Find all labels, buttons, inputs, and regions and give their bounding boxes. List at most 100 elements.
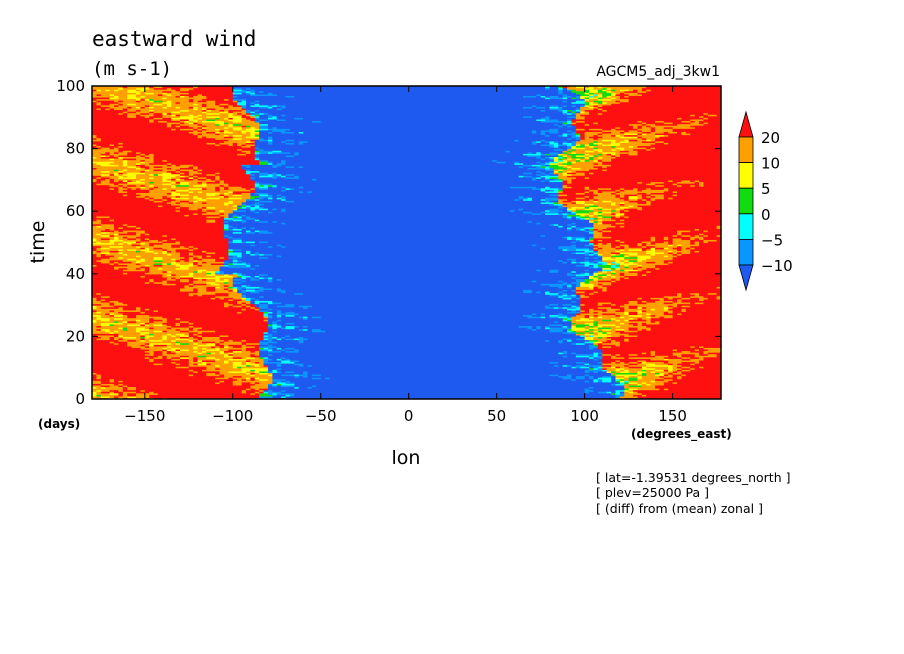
heatmap-cell — [144, 323, 150, 327]
heatmap-cell — [597, 347, 705, 350]
heatmap-cell — [545, 189, 551, 192]
heatmap-cell — [668, 134, 721, 137]
heatmap-cell — [272, 353, 577, 356]
heatmap-cell — [589, 380, 595, 383]
heatmap-cell — [149, 118, 155, 122]
heatmap-cell — [113, 187, 119, 190]
heatmap-cell — [597, 140, 612, 143]
heatmap-cell — [281, 173, 287, 176]
heatmap-cell — [672, 348, 678, 352]
heatmap-cell — [122, 389, 141, 392]
heatmap-cell — [188, 361, 203, 364]
heatmap-cell — [144, 98, 150, 101]
heatmap-cell — [175, 259, 181, 262]
heatmap-cell — [628, 380, 652, 383]
heatmap-cell — [593, 142, 603, 145]
heatmap-cell — [171, 118, 181, 122]
heatmap-cell — [219, 187, 225, 190]
heatmap-cell — [149, 162, 168, 165]
heatmap-cell — [259, 161, 269, 164]
heatmap-cell — [206, 142, 216, 145]
heatmap-cell — [575, 375, 586, 378]
heatmap-cell — [135, 392, 159, 395]
heatmap-cell — [272, 172, 278, 175]
heatmap-cell — [703, 123, 721, 126]
heatmap-cell — [250, 189, 256, 192]
heatmap-cell — [602, 356, 612, 359]
heatmap-cell — [571, 244, 577, 247]
heatmap-cell — [254, 231, 260, 234]
heatmap-cell — [624, 261, 630, 264]
heatmap-cell — [545, 234, 595, 237]
heatmap-cell — [100, 325, 172, 328]
heatmap-cell — [241, 261, 247, 264]
heatmap-cell — [118, 320, 124, 323]
heatmap-cell — [175, 175, 181, 178]
heatmap-cell — [92, 361, 172, 364]
heatmap-cell — [179, 168, 194, 172]
heatmap-cell — [641, 240, 652, 244]
heatmap-cell — [245, 209, 251, 212]
heatmap-cell — [127, 272, 146, 275]
heatmap-cell — [92, 136, 97, 139]
heatmap-cell — [597, 137, 643, 140]
heatmap-cell — [276, 255, 282, 258]
heatmap-cell — [571, 305, 577, 308]
heatmap-cell — [179, 341, 203, 344]
heatmap-cell — [201, 111, 207, 114]
heatmap-cell — [597, 380, 603, 383]
heatmap-cell — [109, 256, 119, 259]
heatmap-cell — [668, 305, 674, 308]
heatmap-cell — [232, 215, 238, 219]
heatmap-cell — [681, 117, 704, 120]
heatmap-cell — [197, 136, 203, 139]
heatmap-cell — [584, 143, 590, 147]
heatmap-cell — [285, 161, 498, 164]
heatmap-cell — [602, 350, 652, 353]
heatmap-cell — [567, 100, 577, 103]
heatmap-cell — [641, 384, 656, 388]
heatmap-cell — [127, 314, 137, 317]
heatmap-cell — [105, 228, 111, 231]
heatmap-cell — [109, 328, 124, 331]
heatmap-cell — [140, 347, 163, 350]
heatmap-cell — [641, 369, 647, 372]
heatmap-cell — [558, 204, 564, 208]
heatmap-cell — [584, 259, 590, 262]
heatmap-cell — [602, 341, 612, 344]
heatmap-cell — [100, 373, 190, 377]
heatmap-cell — [531, 140, 537, 143]
heatmap-cell — [668, 242, 674, 245]
heatmap-cell — [558, 109, 564, 112]
heatmap-cell — [562, 142, 573, 145]
heatmap-cell — [558, 212, 564, 215]
heatmap-cell — [527, 197, 533, 200]
heatmap-cell — [193, 253, 229, 256]
heatmap-cell — [272, 200, 287, 203]
heatmap-cell — [558, 306, 564, 309]
heatmap-cell — [259, 273, 269, 276]
heatmap-cell — [166, 336, 181, 339]
heatmap-cell — [109, 301, 115, 305]
heatmap-cell — [175, 125, 181, 128]
heatmap-cell — [245, 276, 251, 280]
heatmap-cell — [149, 339, 163, 342]
heatmap-cell — [92, 109, 128, 112]
heatmap-cell — [276, 394, 287, 397]
heatmap-cell — [281, 337, 287, 341]
heatmap-cell — [92, 306, 97, 309]
heatmap-cell — [615, 377, 625, 380]
heatmap-cell — [567, 206, 573, 209]
heatmap-cell — [637, 208, 643, 211]
heatmap-cell — [254, 204, 260, 208]
heatmap-cell — [575, 259, 586, 262]
heatmap-cell — [92, 209, 177, 212]
heatmap-cell — [188, 325, 194, 328]
heatmap-cell — [562, 341, 586, 344]
heatmap-cell — [549, 131, 559, 134]
heatmap-cell — [580, 239, 590, 242]
heatmap-cell — [113, 173, 119, 176]
heatmap-cell — [118, 251, 124, 255]
heatmap-cell — [153, 156, 256, 159]
heatmap-cell — [149, 281, 155, 284]
